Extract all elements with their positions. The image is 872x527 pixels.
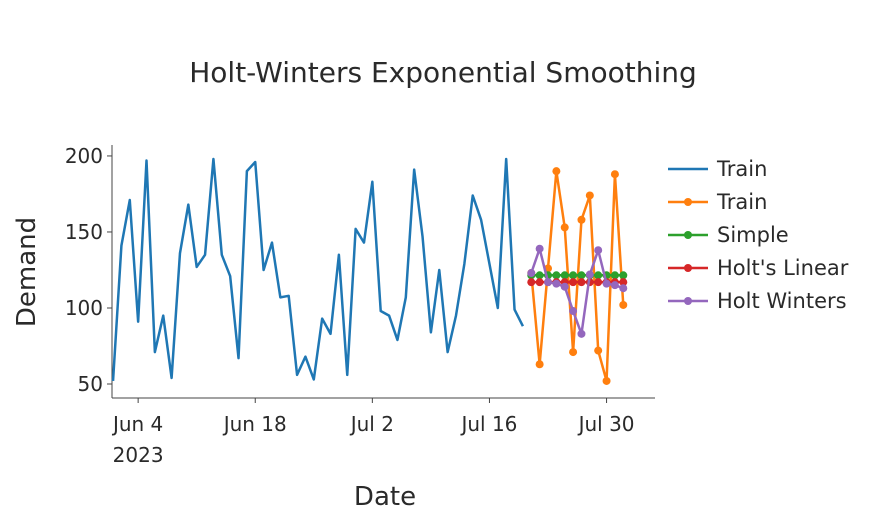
legend-label: Train <box>716 190 767 214</box>
series-point-1 <box>552 167 561 176</box>
legend-swatch-marker <box>684 264 692 272</box>
x-tick-label: Jul 30 <box>577 412 635 436</box>
legend-label: Simple <box>717 223 789 247</box>
y-tick-label: 50 <box>78 372 103 396</box>
legend-label: Holt's Linear <box>717 256 849 280</box>
series-point-4 <box>594 246 603 255</box>
x-tick-label: Jul 16 <box>459 412 517 436</box>
series-point-4 <box>585 270 594 279</box>
series-point-3 <box>577 278 586 287</box>
plot-area <box>111 157 628 385</box>
legend-swatch-marker <box>684 231 692 239</box>
series-point-1 <box>569 348 578 357</box>
series-point-3 <box>569 278 578 287</box>
legend-label: Train <box>716 157 767 181</box>
series-point-1 <box>560 223 569 232</box>
series-point-1 <box>577 215 586 224</box>
x-tick-label: Jun 18 <box>222 412 287 436</box>
series-point-2 <box>619 271 628 280</box>
x-tick-label: Jun 4 <box>111 412 163 436</box>
legend-swatch-marker <box>684 198 692 206</box>
series-point-3 <box>527 278 536 287</box>
legend-item[interactable]: Train <box>668 190 767 214</box>
series-point-4 <box>610 281 619 290</box>
chart-title: Holt-Winters Exponential Smoothing <box>189 56 697 89</box>
series-line-0 <box>111 157 525 382</box>
series-point-3 <box>535 278 544 287</box>
x-tick-sublabel: 2023 <box>113 443 164 467</box>
series-point-4 <box>535 244 544 253</box>
series-point-3 <box>619 278 628 287</box>
series-point-1 <box>602 376 611 385</box>
series-point-4 <box>569 307 578 316</box>
series-point-4 <box>577 329 586 338</box>
series-point-4 <box>560 282 569 291</box>
legend-item[interactable]: Holt's Linear <box>668 256 849 280</box>
series-point-3 <box>594 278 603 287</box>
series-point-4 <box>527 269 536 278</box>
series-point-2 <box>577 271 586 280</box>
legend-swatch-marker <box>684 297 692 305</box>
x-tick-label: Jul 2 <box>349 412 394 436</box>
series-point-2 <box>610 271 619 280</box>
series-point-2 <box>552 271 561 280</box>
series-point-2 <box>594 271 603 280</box>
series-point-4 <box>602 279 611 288</box>
legend-item[interactable]: Holt Winters <box>668 289 847 313</box>
y-tick-label: 150 <box>65 220 103 244</box>
series-point-2 <box>560 271 569 280</box>
legend[interactable]: Train Train Simple Holt's Linear Holt Winter… <box>668 157 849 313</box>
axes: 50 100 150 200 Jun 4 2023 Jun 18 Jul 2 Jul 16 Jul… <box>65 144 655 467</box>
series-point-4 <box>544 278 553 287</box>
series-point-1 <box>619 300 628 309</box>
series-point-4 <box>619 284 628 293</box>
y-axis-label: Demand <box>12 217 42 327</box>
series-point-1 <box>610 170 619 179</box>
legend-item[interactable]: Simple <box>668 223 789 247</box>
series-point-1 <box>585 191 594 200</box>
series-point-4 <box>552 279 561 288</box>
x-axis-label: Date <box>354 482 416 512</box>
y-tick-label: 100 <box>65 296 103 320</box>
legend-label: Holt Winters <box>717 289 847 313</box>
series-point-1 <box>535 360 544 369</box>
series-point-1 <box>594 346 603 355</box>
series-point-2 <box>569 271 578 280</box>
series-point-2 <box>535 271 544 280</box>
y-tick-label: 200 <box>65 144 103 168</box>
legend-item[interactable]: Train <box>668 157 767 181</box>
